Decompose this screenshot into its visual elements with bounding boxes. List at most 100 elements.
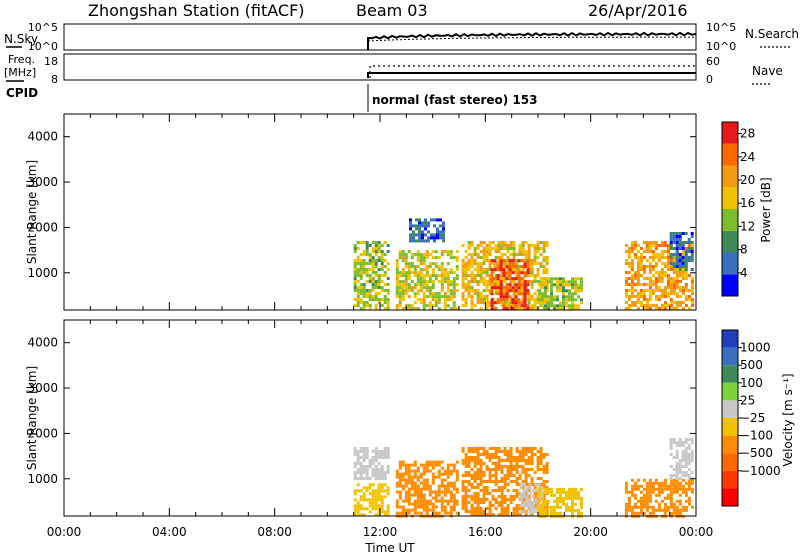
heatmap-cell-7 (684, 474, 688, 477)
heatmap-cell-5 (565, 490, 568, 494)
heatmap-cell-3 (524, 250, 528, 253)
heatmap-cell-2 (415, 218, 418, 222)
heatmap-cell-6 (639, 301, 643, 304)
heatmap-cell-3 (509, 480, 513, 483)
heatmap-cell-3 (488, 510, 492, 513)
heatmap-cell-2 (455, 469, 459, 473)
heatmap-cell-6 (684, 298, 688, 301)
heatmap-cell-1 (428, 262, 432, 266)
heatmap-cell-3 (512, 253, 516, 256)
heatmap-cell-4 (505, 271, 509, 275)
heatmap-cell-3 (533, 256, 537, 259)
heatmap-cell-1 (449, 250, 453, 254)
heatmap-cell-3 (500, 504, 504, 507)
heatmap-cell-4 (508, 304, 512, 308)
heatmap-cell-0 (374, 274, 378, 277)
heatmap-cell-1 (419, 277, 423, 281)
heatmap-cell-6 (672, 478, 676, 482)
heatmap-cell-3 (518, 247, 522, 250)
heatmap-cell-6 (642, 271, 646, 274)
freq-series (367, 72, 696, 78)
heatmap-cell-7 (678, 465, 682, 468)
heatmap-cell-0 (383, 265, 387, 268)
heatmap-cell-0 (368, 277, 372, 280)
heatmap-cell-2 (410, 487, 414, 491)
heatmap-cell-0 (371, 501, 375, 505)
heatmap-cell-3 (467, 274, 471, 277)
heatmap-cell-1 (386, 447, 390, 450)
heatmap-cell-5 (571, 286, 574, 290)
heatmap-cell-7 (684, 256, 688, 259)
heatmap-cell-6 (669, 277, 673, 280)
heatmap-cell-3 (527, 474, 531, 477)
heatmap-cell-6 (666, 274, 670, 277)
heatmap-cell-4 (508, 286, 512, 290)
heatmap-cell-4 (525, 501, 529, 505)
heatmap-cell-1 (440, 280, 444, 284)
heatmap-cell-3 (491, 283, 495, 286)
heatmap-cell-0 (386, 277, 390, 280)
heatmap-cell-3 (542, 244, 546, 247)
heatmap-cell-1 (362, 459, 366, 462)
heatmap-cell-3 (485, 271, 489, 274)
heatmap-cell-3 (491, 513, 495, 516)
heatmap-cell-1 (422, 301, 426, 305)
heatmap-cell-3 (512, 507, 516, 510)
heatmap-cell-3 (539, 477, 543, 480)
heatmap-cell-0 (380, 510, 384, 514)
heatmap-cell-5 (565, 301, 568, 305)
heatmap-cell-5 (547, 280, 550, 284)
heatmap-cell-7 (675, 462, 679, 465)
heatmap-cell-5 (571, 280, 574, 284)
heatmap-cell-3 (464, 277, 468, 280)
heatmap-cell-3 (470, 456, 474, 459)
heatmap-cell-1 (416, 274, 420, 278)
heatmap-cell-7 (681, 265, 685, 268)
heatmap-cell-7 (681, 471, 685, 474)
heatmap-cell-0 (365, 304, 369, 307)
heatmap-cell-0 (368, 298, 372, 301)
heatmap-cell-1 (401, 259, 405, 263)
heatmap-cell-4 (528, 498, 532, 502)
heatmap-cell-6 (666, 493, 670, 497)
heatmap-cell-3 (515, 477, 519, 480)
heatmap-cell-3 (497, 259, 501, 262)
heatmap-cell-7 (684, 456, 688, 459)
heatmap-cell-2 (446, 475, 450, 479)
heatmap-cell-6 (642, 304, 646, 307)
heatmap-cell-1 (359, 477, 363, 480)
heatmap-cell-2 (431, 466, 435, 470)
heatmap-cell-0 (356, 256, 360, 259)
heatmap-cell-5 (580, 298, 583, 302)
heatmap-cell-3 (503, 453, 507, 456)
heatmap-cell-3 (506, 510, 510, 513)
colorbar-tick-label: 500 (740, 358, 763, 372)
heatmap-cell-6 (645, 307, 649, 310)
heatmap-cell-6 (624, 502, 628, 506)
colorbar-swatch (722, 347, 738, 366)
heatmap-cell-2 (409, 233, 412, 237)
heatmap-cell-0 (356, 483, 360, 487)
heatmap-cell-5 (538, 280, 541, 284)
heatmap-cell-7 (672, 456, 676, 459)
heatmap-cell-5 (562, 502, 565, 506)
heatmap-cell-6 (654, 271, 658, 274)
heatmap-cell-1 (413, 265, 417, 269)
heatmap-cell-6 (645, 265, 649, 268)
heatmap-cell-3 (512, 250, 516, 253)
heatmap-cell-7 (687, 238, 691, 241)
heatmap-cell-3 (476, 283, 480, 286)
heatmap-cell-0 (368, 486, 372, 490)
heatmap-cell-7 (675, 259, 679, 262)
heatmap-cell-3 (488, 304, 492, 307)
heatmap-cell-3 (464, 256, 468, 259)
heatmap-cell-3 (473, 274, 477, 277)
heatmap-cell-6 (651, 289, 655, 292)
heatmap-cell-0 (356, 501, 360, 505)
heatmap-cell-7 (684, 441, 688, 444)
heatmap-cell-5 (562, 487, 565, 491)
heatmap-cell-6 (624, 259, 628, 262)
heatmap-cell-3 (494, 498, 498, 501)
heatmap-cell-1 (413, 292, 417, 296)
